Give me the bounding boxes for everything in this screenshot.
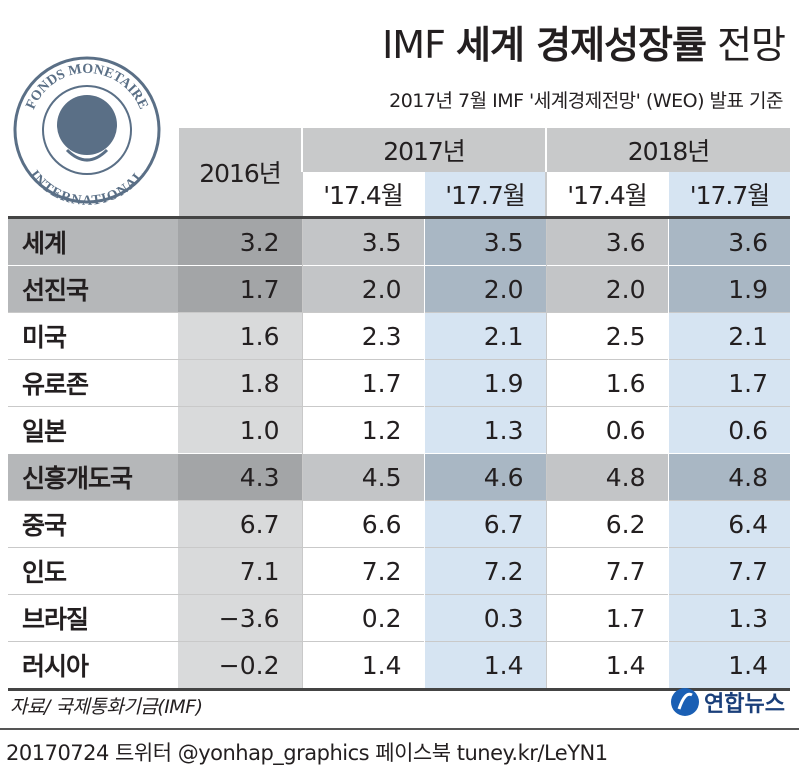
row-label: 세계 [8,217,178,266]
growth-value: 6.2 [545,500,668,548]
growth-value: 7.2 [301,547,424,595]
growth-value: 0.2 [301,594,424,642]
table-row: 중국 6.7 6.6 6.7 6.2 6.4 [8,500,790,548]
logo-globe [57,95,117,155]
growth-value: 6.4 [667,500,790,548]
growth-value: 1.9 [423,359,546,407]
brand: 연합뉴스 [670,686,785,718]
table-row: 선진국 1.7 2.0 2.0 2.0 1.9 [8,265,790,313]
growth-value: 6.7 [178,500,302,548]
growth-value: 4.8 [667,453,790,501]
title-bold: 세계 경제성장률 [456,23,707,67]
growth-value: 1.3 [667,594,790,642]
growth-value: −0.2 [178,641,302,690]
table-row: 신흥개도국 4.3 4.5 4.6 4.8 4.8 [8,453,790,501]
row-label: 미국 [8,312,178,360]
table-row: 브라질 −3.6 0.2 0.3 1.7 1.3 [8,594,790,642]
table-row: 일본 1.0 1.2 1.3 0.6 0.6 [8,406,790,454]
growth-value: 1.3 [423,406,546,454]
year-header: 2017년 [301,128,546,172]
growth-value: 1.9 [667,265,790,313]
growth-value: 0.6 [545,406,668,454]
growth-value: 4.5 [301,453,424,501]
growth-value: 1.8 [178,359,302,407]
edition-header: '17.4월 [301,172,424,218]
growth-value: 2.3 [301,312,424,360]
growth-value: 2.1 [667,312,790,360]
growth-value: 7.7 [667,547,790,595]
row-label: 일본 [8,406,178,454]
subtitle: 2017년 7월 IMF '세계경제전망' (WEO) 발표 기준 [389,90,783,112]
table-body: 세계 3.2 3.5 3.5 3.6 3.6 선진국 1.7 2.0 2.0 2.0 1.9 미국 1.6… [8,217,790,690]
table-row: 미국 1.6 2.3 2.1 2.5 2.1 [8,312,790,360]
growth-value: 1.7 [301,359,424,407]
growth-value: 6.7 [423,500,546,548]
brand-name: 연합뉴스 [704,692,785,717]
growth-value: 1.6 [178,312,302,360]
growth-value: 1.4 [545,641,668,690]
growth-value: 3.2 [178,217,302,266]
row-label: 신흥개도국 [8,453,178,501]
growth-value: 3.6 [667,217,790,266]
source: 자료/ 국제통화기금(IMF) [10,696,203,718]
growth-value: 2.1 [423,312,546,360]
growth-value: 2.0 [545,265,668,313]
year-header: 2018년 [545,128,790,172]
row-label: 인도 [8,547,178,595]
growth-value: 3.5 [423,217,546,266]
growth-value: 1.2 [301,406,424,454]
table-row: 러시아 −0.2 1.4 1.4 1.4 1.4 [8,641,790,690]
edition-header: '17.4월 [545,172,668,218]
growth-value: −3.6 [178,594,302,642]
row-label: 선진국 [8,265,178,313]
growth-value: 1.7 [545,594,668,642]
growth-value: 3.6 [545,217,668,266]
growth-value: 7.7 [545,547,668,595]
growth-value: 4.8 [545,453,668,501]
growth-value: 0.6 [667,406,790,454]
footer: 20170724 트위터 @yonhap_graphics 페이스북 tuney… [6,741,608,765]
row-label: 브라질 [8,594,178,642]
growth-value: 6.6 [301,500,424,548]
logo-branch [65,148,109,162]
growth-value: 4.6 [423,453,546,501]
growth-value: 7.1 [178,547,302,595]
growth-value: 1.0 [178,406,302,454]
table-row: 세계 3.2 3.5 3.5 3.6 3.6 [8,217,790,266]
growth-value: 1.4 [301,641,424,690]
growth-value: 4.3 [178,453,302,501]
table-row: 인도 7.1 7.2 7.2 7.7 7.7 [8,547,790,595]
year-header: 2016년 [177,128,302,218]
growth-value: 3.5 [301,217,424,266]
title: IMF 세계 경제성장률 전망 [382,14,786,69]
row-label: 유로존 [8,359,178,407]
growth-value: 1.6 [545,359,668,407]
growth-value: 1.7 [667,359,790,407]
table-head: 2016년 2017년 2018년 '17.4월 '17.7월 '17.4월 '… [8,128,790,218]
edition-header: '17.7월 [667,172,790,218]
title-prefix: IMF [382,23,446,67]
corner [8,128,178,218]
growth-value: 0.3 [423,594,546,642]
row-label: 중국 [8,500,178,548]
growth-value: 2.5 [545,312,668,360]
growth-value: 1.4 [667,641,790,690]
growth-value: 2.0 [423,265,546,313]
growth-value: 7.2 [423,547,546,595]
edition-header: '17.7월 [423,172,546,218]
title-suffix: 전망 [717,23,786,67]
growth-table: 2016년 2017년 2018년 '17.4월 '17.7월 '17.4월 '… [8,128,790,691]
growth-value: 1.7 [178,265,302,313]
brand-icon [671,688,700,716]
footer-rule [0,728,799,730]
table-row: 유로존 1.8 1.7 1.9 1.6 1.7 [8,359,790,407]
growth-value: 1.4 [423,641,546,690]
growth-value: 2.0 [301,265,424,313]
imf-logo: FONDS MONETAIRE INTERNATIONAL [13,56,161,205]
row-label: 러시아 [8,641,178,690]
